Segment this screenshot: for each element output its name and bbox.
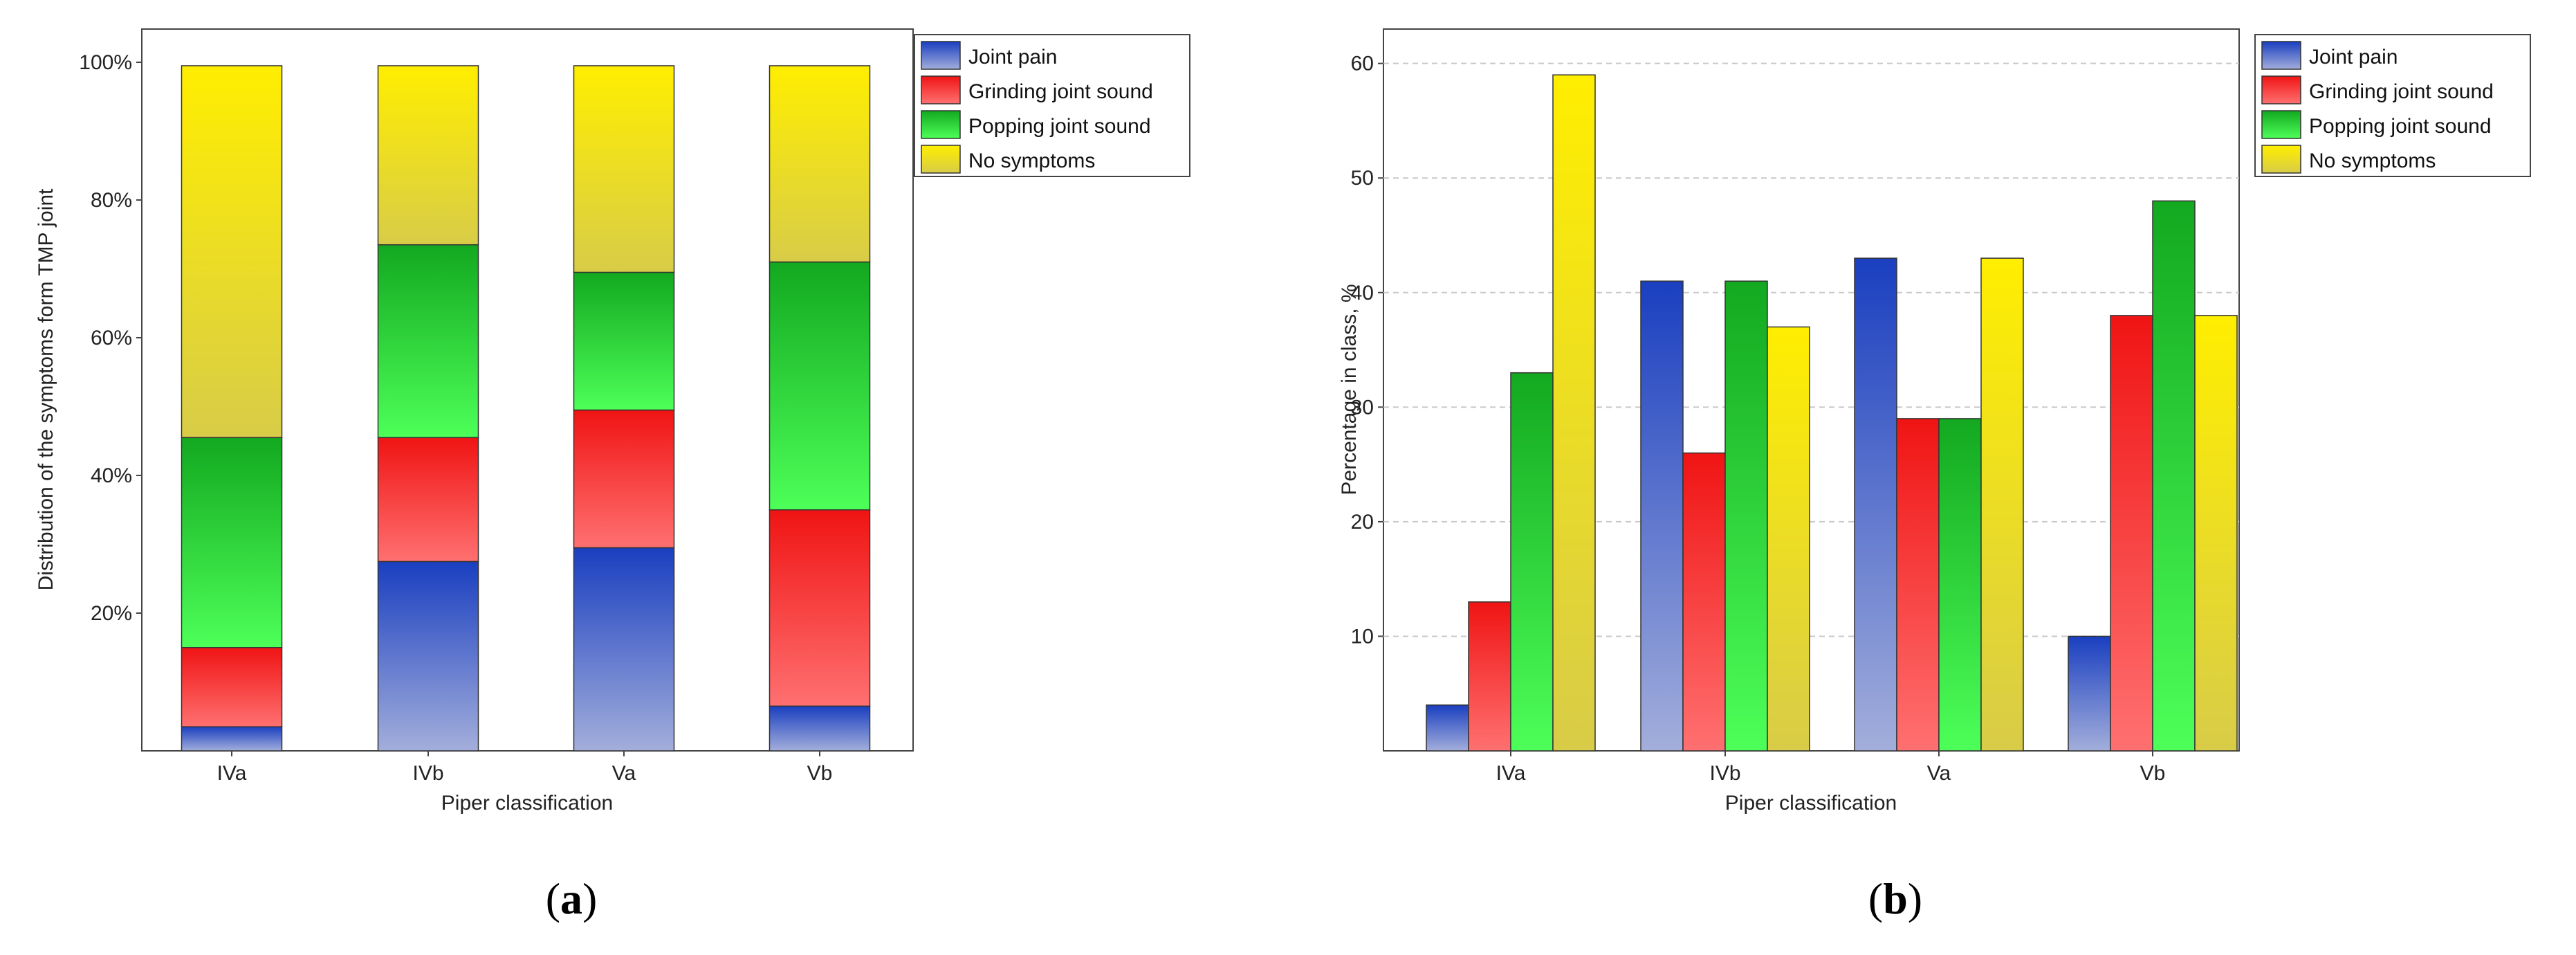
chart-b-bar-iva-no-symptoms	[1552, 74, 1596, 752]
chart-a-y-tick-80: 80%	[91, 189, 132, 212]
chart-a-legend-label-popping: Popping joint sound	[968, 115, 1151, 138]
chart-b-y-tick-10: 10	[1351, 625, 1374, 648]
chart-a-legend: Joint pain Grinding joint sound Popping …	[914, 34, 1190, 177]
chart-b-x-tick-ivb: IVb	[1709, 762, 1740, 785]
chart-b-panel-label: (b)	[1868, 874, 1922, 923]
chart-b-x-axis-title: Piper classification	[1725, 792, 1897, 815]
chart-a-x-tick-vb: Vb	[807, 762, 833, 785]
chart-b-bar-ivb-no-symptoms	[1767, 326, 1810, 752]
chart-a-bar-va-grinding-joint-sound	[573, 409, 675, 549]
chart-a-bar-va-no-symptoms	[573, 65, 675, 273]
chart-b-legend-label-joint-pain: Joint pain	[2309, 46, 2398, 69]
chart-b-y-ticks: 10 20 30 40 50 60	[1351, 53, 1383, 648]
chart-b-x-tick-vb: Vb	[2140, 762, 2166, 785]
chart-b-bar-iva-popping-joint-sound	[1510, 372, 1554, 752]
chart-b-bar-ivb-grinding-joint-sound	[1682, 452, 1726, 752]
chart-b-x-tick-va: Va	[1927, 762, 1951, 785]
chart-b-x-tick-iva: IVa	[1496, 762, 1526, 785]
chart-a-y-tick-100: 100%	[79, 51, 132, 74]
chart-b-bar-vb-joint-pain	[2068, 635, 2111, 752]
chart-b-bar-ivb-popping-joint-sound	[1724, 280, 1768, 752]
chart-b-bar-iva-grinding-joint-sound	[1468, 601, 1511, 752]
chart-b-y-tick-20: 20	[1351, 511, 1374, 534]
chart-b-legend-swatch-popping	[2261, 110, 2301, 139]
chart-a-legend-swatch-popping	[921, 110, 961, 139]
chart-a-x-axis-title: Piper classification	[441, 792, 613, 815]
chart-a-bar-vb-no-symptoms	[769, 65, 871, 263]
chart-b-bar-va-no-symptoms	[1980, 257, 2024, 752]
chart-a-y-axis-title: Distribution of the symptoms form TMP jo…	[35, 188, 57, 590]
chart-a: 20% 40% 60% 80% 100% IVa IVb Va Vb Piper classi…	[35, 28, 1190, 923]
chart-b: 10 20 30 40 50 60 IVa IVb Va Vb Piper classifica…	[1338, 28, 2531, 923]
chart-a-bar-vb-popping-joint-sound	[769, 261, 871, 511]
chart-b-bar-va-grinding-joint-sound	[1896, 418, 1940, 752]
chart-b-y-tick-40: 40	[1351, 282, 1374, 304]
chart-a-y-tick-20: 20%	[91, 602, 132, 625]
chart-b-bars	[1426, 74, 2238, 752]
chart-a-x-tick-ivb: IVb	[412, 762, 443, 785]
chart-a-y-tick-60: 60%	[91, 327, 132, 349]
chart-a-legend-swatch-grinding	[921, 75, 961, 104]
chart-b-legend-label-grinding: Grinding joint sound	[2309, 80, 2494, 103]
chart-a-bars	[181, 65, 871, 752]
chart-b-bar-ivb-joint-pain	[1640, 280, 1684, 752]
chart-a-x-tick-va: Va	[612, 762, 636, 785]
chart-a-bar-ivb-grinding-joint-sound	[377, 437, 479, 563]
chart-a-bar-ivb-joint-pain	[377, 561, 479, 752]
chart-b-legend: Joint pain Grinding joint sound Popping …	[2254, 34, 2531, 177]
chart-b-legend-swatch-grinding	[2261, 75, 2301, 104]
chart-a-bar-vb-grinding-joint-sound	[769, 509, 871, 707]
chart-a-bar-vb-joint-pain	[769, 705, 871, 752]
chart-b-bar-vb-grinding-joint-sound	[2110, 315, 2153, 752]
chart-b-legend-label-popping: Popping joint sound	[2309, 115, 2492, 138]
chart-b-legend-swatch-no-symptoms	[2261, 145, 2301, 174]
chart-a-bar-va-popping-joint-sound	[573, 271, 675, 411]
chart-b-y-tick-60: 60	[1351, 53, 1374, 75]
chart-b-x-ticks: IVa IVb Va Vb	[1496, 751, 2166, 785]
chart-b-bar-va-joint-pain	[1854, 257, 1897, 752]
chart-a-legend-swatch-no-symptoms	[921, 145, 961, 174]
chart-b-grid	[1383, 62, 2239, 637]
chart-a-legend-label-no-symptoms: No symptoms	[968, 149, 1095, 172]
chart-a-legend-label-grinding: Grinding joint sound	[968, 80, 1153, 103]
chart-b-y-axis-title: Percentage in class, %	[1338, 284, 1361, 495]
chart-a-bar-va-joint-pain	[573, 547, 675, 752]
chart-a-bar-iva-grinding-joint-sound	[181, 647, 283, 727]
chart-b-bar-iva-joint-pain	[1426, 704, 1469, 752]
chart-a-y-ticks: 20% 40% 60% 80% 100%	[79, 51, 142, 625]
chart-b-bar-vb-no-symptoms	[2194, 315, 2238, 752]
chart-b-legend-label-no-symptoms: No symptoms	[2309, 149, 2436, 172]
chart-a-bar-iva-popping-joint-sound	[181, 437, 283, 648]
chart-a-bar-iva-joint-pain	[181, 726, 283, 752]
chart-a-x-tick-iva: IVa	[217, 762, 247, 785]
chart-a-x-ticks: IVa IVb Va Vb	[217, 751, 833, 785]
chart-b-bar-vb-popping-joint-sound	[2152, 200, 2196, 752]
chart-a-bar-ivb-no-symptoms	[377, 65, 479, 246]
chart-b-y-tick-50: 50	[1351, 167, 1374, 190]
chart-a-bar-iva-no-symptoms	[181, 65, 283, 439]
chart-a-y-tick-40: 40%	[91, 464, 132, 487]
chart-a-legend-label-joint-pain: Joint pain	[968, 46, 1057, 69]
chart-a-panel-label: (a)	[546, 874, 598, 923]
chart-b-y-tick-30: 30	[1351, 396, 1374, 419]
chart-a-legend-swatch-joint-pain	[921, 41, 961, 70]
chart-a-bar-ivb-popping-joint-sound	[377, 244, 479, 439]
chart-b-legend-swatch-joint-pain	[2261, 41, 2301, 70]
chart-b-bar-va-popping-joint-sound	[1938, 418, 1982, 752]
